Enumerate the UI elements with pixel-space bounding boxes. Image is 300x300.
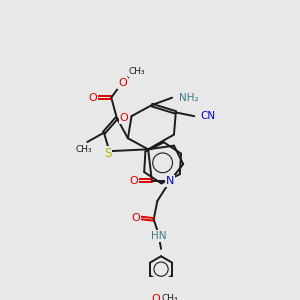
Text: O: O: [129, 176, 138, 186]
Text: CN: CN: [201, 111, 216, 121]
Text: O: O: [120, 113, 129, 123]
Text: O: O: [151, 294, 160, 300]
Text: N: N: [166, 176, 175, 186]
Text: S: S: [104, 146, 111, 160]
Text: CH₃: CH₃: [75, 145, 92, 154]
Text: O: O: [118, 78, 127, 88]
Text: O: O: [88, 93, 97, 103]
Text: O: O: [131, 212, 140, 223]
Text: CH₃: CH₃: [162, 294, 178, 300]
Text: CH₃: CH₃: [129, 68, 146, 76]
Text: NH₂: NH₂: [179, 93, 199, 103]
Text: HN: HN: [152, 231, 167, 241]
